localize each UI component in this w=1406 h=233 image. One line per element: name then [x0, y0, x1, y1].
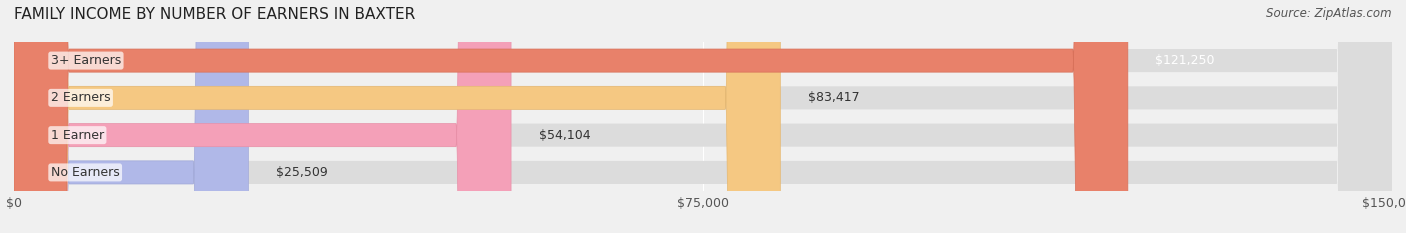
- FancyBboxPatch shape: [14, 0, 249, 233]
- FancyBboxPatch shape: [14, 0, 510, 233]
- Text: 3+ Earners: 3+ Earners: [51, 54, 121, 67]
- Text: No Earners: No Earners: [51, 166, 120, 179]
- Text: Source: ZipAtlas.com: Source: ZipAtlas.com: [1267, 7, 1392, 20]
- Text: $25,509: $25,509: [276, 166, 328, 179]
- FancyBboxPatch shape: [14, 0, 1392, 233]
- Text: 2 Earners: 2 Earners: [51, 91, 111, 104]
- FancyBboxPatch shape: [14, 0, 1392, 233]
- FancyBboxPatch shape: [14, 0, 1392, 233]
- FancyBboxPatch shape: [14, 0, 780, 233]
- Text: $121,250: $121,250: [1156, 54, 1215, 67]
- Text: $83,417: $83,417: [808, 91, 859, 104]
- Text: 1 Earner: 1 Earner: [51, 129, 104, 142]
- Text: FAMILY INCOME BY NUMBER OF EARNERS IN BAXTER: FAMILY INCOME BY NUMBER OF EARNERS IN BA…: [14, 7, 415, 22]
- FancyBboxPatch shape: [14, 0, 1392, 233]
- FancyBboxPatch shape: [14, 0, 1128, 233]
- Text: $54,104: $54,104: [538, 129, 591, 142]
